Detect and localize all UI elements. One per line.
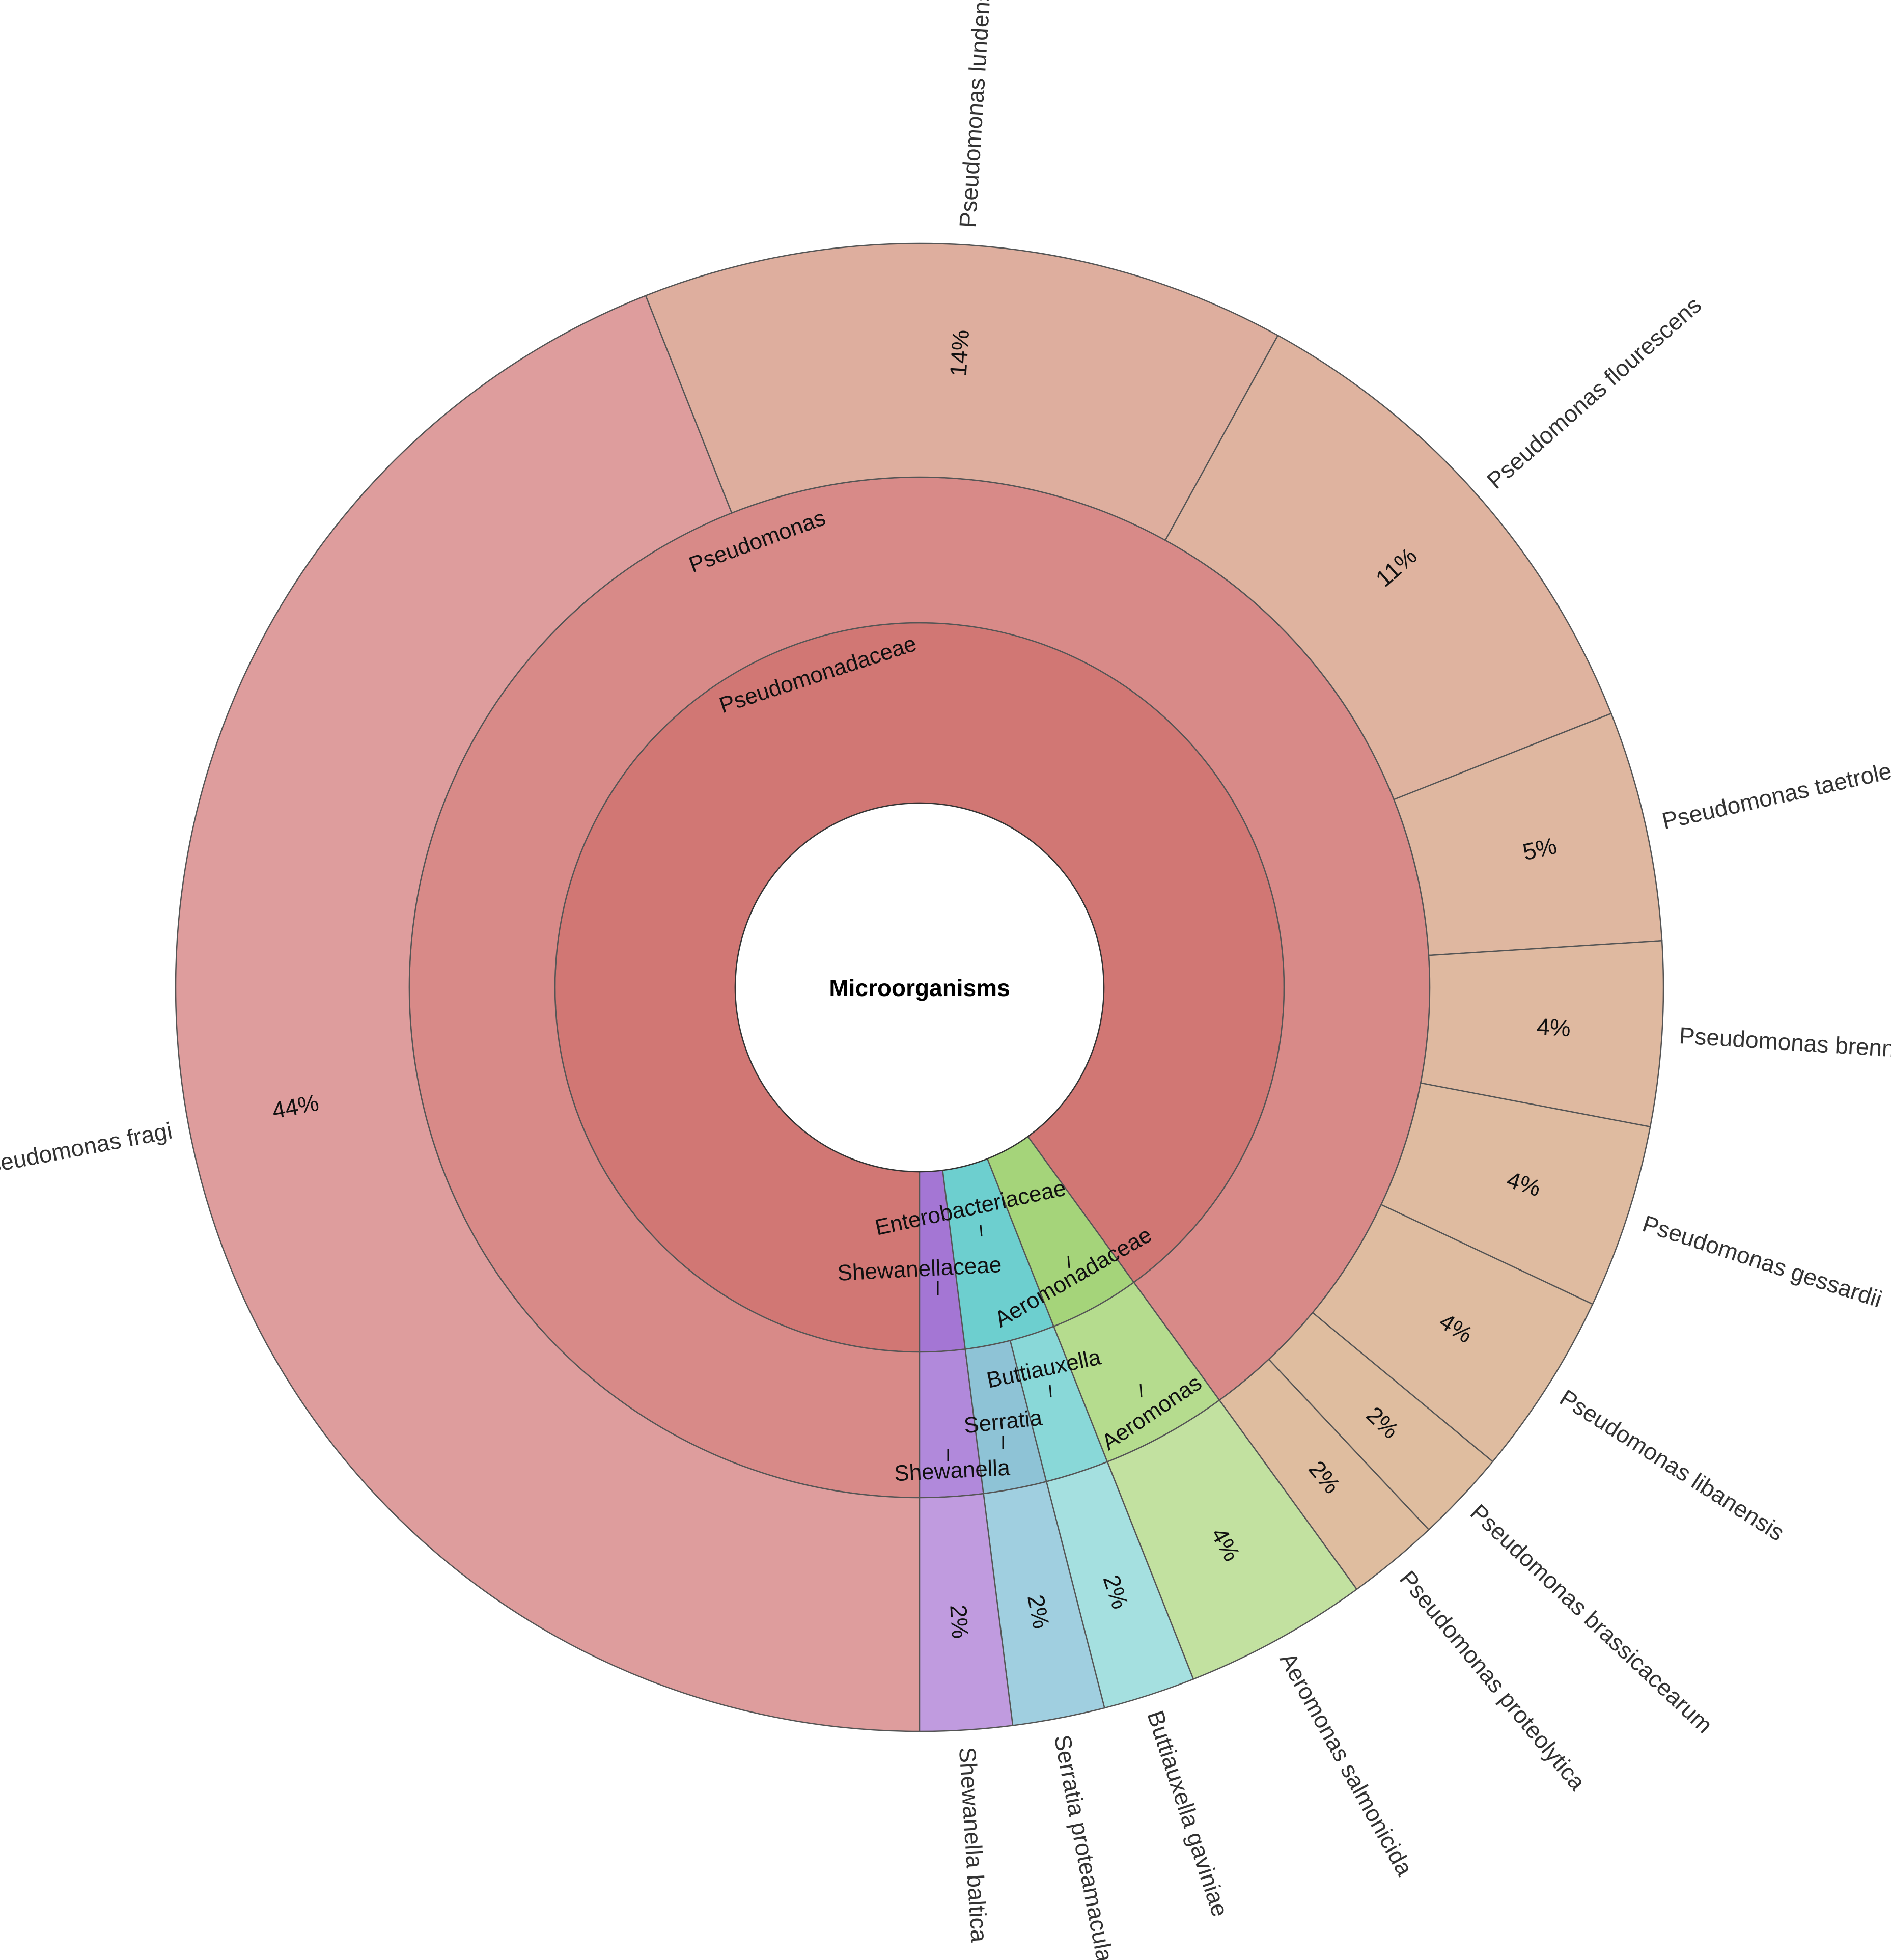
species-label-serratia-proteamaculans: Serratia proteamaculans [1049, 1733, 1123, 1960]
center-hole [734, 802, 1105, 1173]
family-label-enterobacteriaceae-leader [980, 1225, 983, 1237]
family-label-aeromonadaceae-leader [1067, 1255, 1070, 1268]
species-label-buttiauxella-gaviniae: Buttiauxella gaviniae [1142, 1707, 1234, 1920]
species-label-pseudomonas-taetrolens: Pseudomonas taetrolens [1659, 752, 1891, 834]
species-percent-pseudomonas-lundensis: 14% [945, 329, 975, 377]
species-label-pseudomonas-gessardii: Pseudomonas gessardii [1639, 1210, 1885, 1312]
species-wedge-pseudomonas-flourescens[interactable] [1164, 335, 1612, 800]
species-label-pseudomonas-libanensis: Pseudomonas libanensis [1555, 1384, 1789, 1546]
species-percent-shewanella-baltica: 2% [945, 1604, 974, 1640]
species-label-pseudomonas-brenneri: Pseudomonas brenneri [1678, 1022, 1891, 1064]
species-percent-serratia-proteamaculans: 2% [1022, 1592, 1055, 1631]
chart-wedges [175, 242, 1664, 1732]
species-label-shewanella-baltica: Shewanella baltica [954, 1746, 993, 1943]
species-percent-pseudomonas-brenneri: 4% [1536, 1013, 1572, 1041]
species-label-aeromonas-salmonicida: Aeromonas salmonicida [1274, 1648, 1418, 1881]
genus-label-buttiauxella-leader [1049, 1385, 1052, 1398]
species-wedge-pseudomonas-fragi[interactable] [175, 294, 921, 1732]
species-label-pseudomonas-fragi: Pseudomonas fragi [0, 1117, 174, 1181]
species-label-pseudomonas-lundensis: Pseudomonas lundensis [954, 0, 996, 229]
genus-label-aeromonas-leader [1139, 1384, 1143, 1398]
species-wedge-pseudomonas-lundensis[interactable] [645, 242, 1279, 541]
genus-label-shewanella: Shewanella [894, 1455, 1011, 1486]
center-title: Microorganisms [829, 975, 1010, 1001]
species-wedge-shewanella-baltica[interactable] [919, 1493, 1014, 1732]
species-label-pseudomonas-flourescens: Pseudomonas flourescens [1482, 291, 1706, 494]
